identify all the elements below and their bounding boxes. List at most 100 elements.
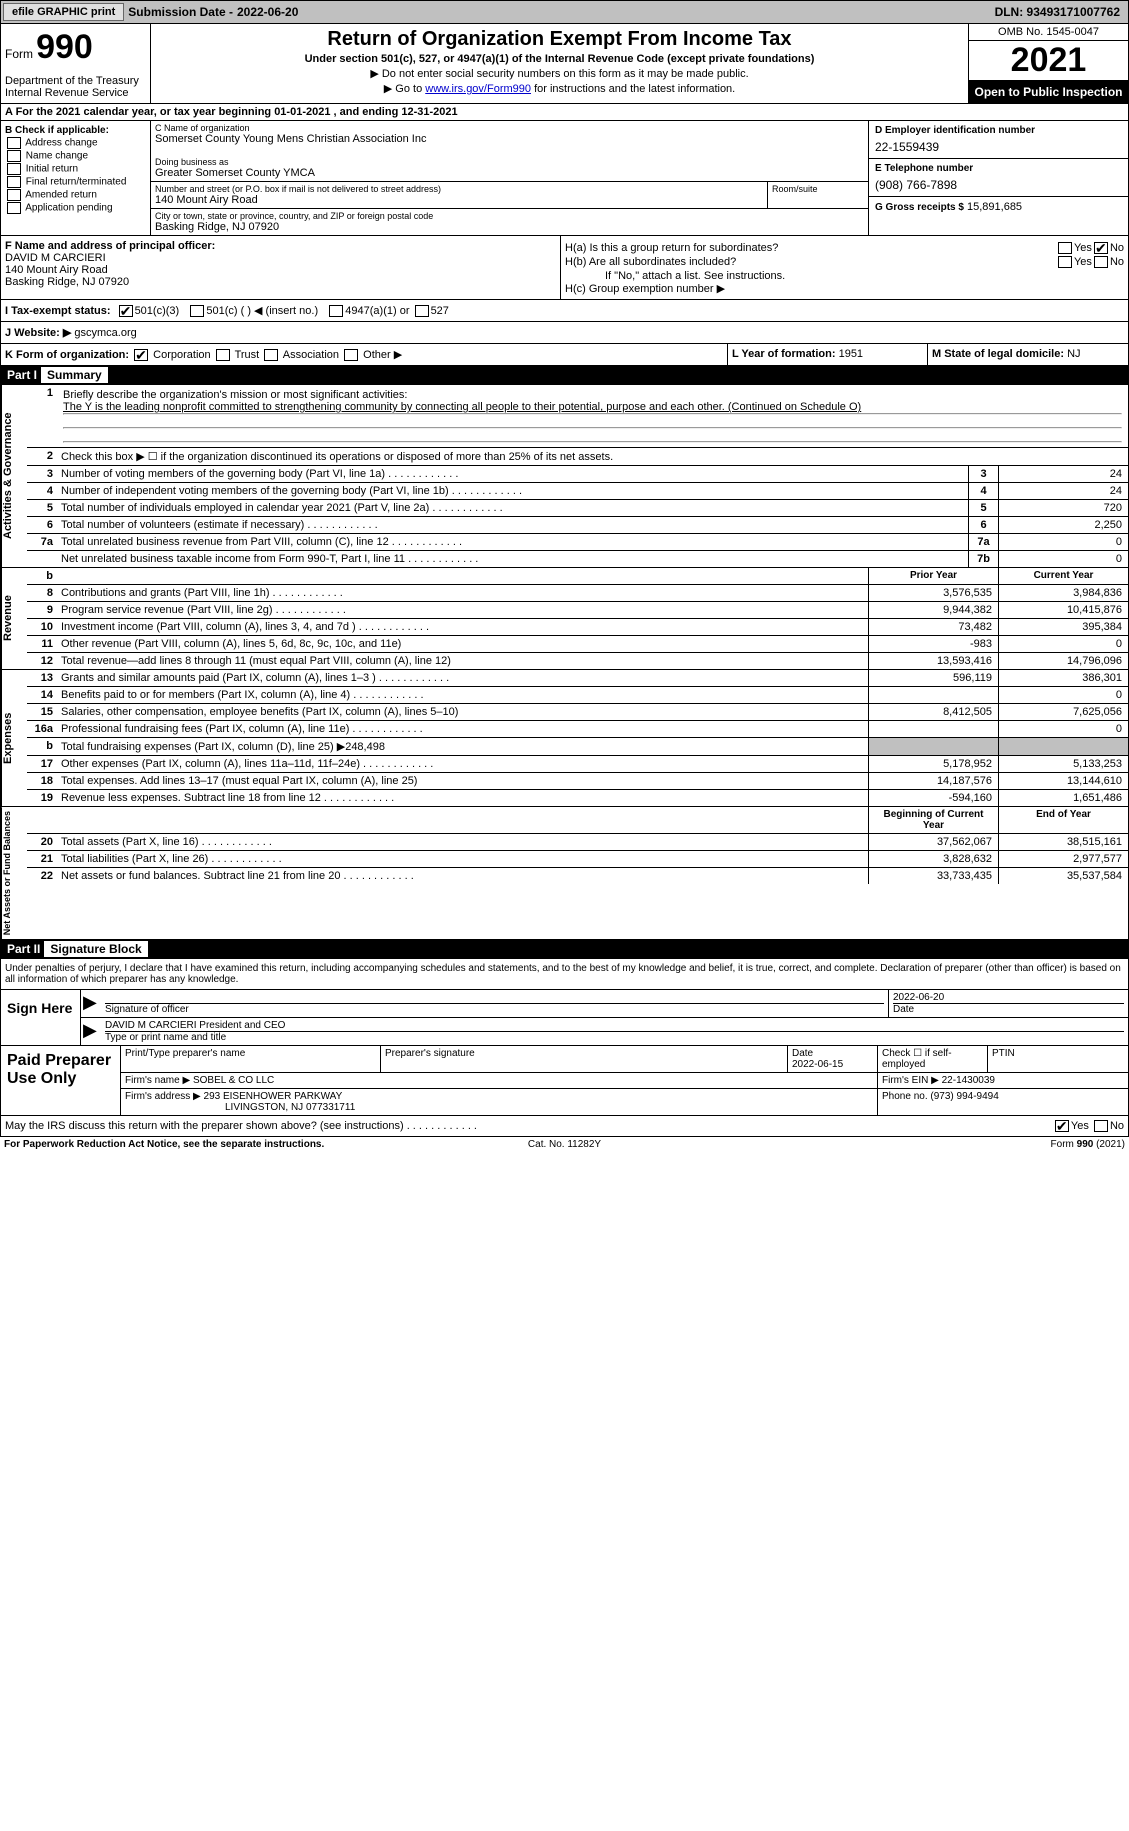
officer-addr2: Basking Ridge, NJ 07920 bbox=[5, 276, 129, 288]
dept-label: Department of the Treasury Internal Reve… bbox=[5, 75, 146, 99]
summary-activities: Activities & Governance 1Briefly describ… bbox=[0, 385, 1129, 568]
chk-501c[interactable] bbox=[190, 305, 204, 317]
form-subtitle: Under section 501(c), 527, or 4947(a)(1)… bbox=[159, 53, 960, 65]
hb-question: H(b) Are all subordinates included? bbox=[565, 256, 1056, 268]
dln: DLN: 93493171007762 bbox=[995, 5, 1126, 19]
part1-header: Part ISummary bbox=[0, 366, 1129, 385]
form-title: Return of Organization Exempt From Incom… bbox=[159, 28, 960, 51]
form-note1: ▶ Do not enter social security numbers o… bbox=[159, 67, 960, 80]
firm-phone: (973) 994-9494 bbox=[930, 1091, 998, 1102]
year-formation: 1951 bbox=[839, 348, 863, 360]
submission-label: Submission Date - bbox=[128, 5, 233, 19]
firm-addr2: LIVINGSTON, NJ 077331711 bbox=[225, 1102, 355, 1113]
form-header: Form 990 Department of the Treasury Inte… bbox=[0, 24, 1129, 104]
omb-number: OMB No. 1545-0047 bbox=[969, 24, 1128, 41]
mission: The Y is the leading nonprofit committed… bbox=[63, 401, 861, 413]
row-j: J Website: ▶ gscymca.org bbox=[0, 322, 1129, 344]
summary-revenue: Revenue bPrior YearCurrent Year 8Contrib… bbox=[0, 568, 1129, 670]
part2-header: Part IISignature Block bbox=[0, 940, 1129, 959]
chk-trust[interactable] bbox=[216, 349, 230, 361]
chk-app-pending[interactable]: Application pending bbox=[5, 202, 146, 214]
website: gscymca.org bbox=[74, 327, 136, 339]
paid-preparer-block: Paid Preparer Use Only Print/Type prepar… bbox=[0, 1046, 1129, 1116]
org-addr: 140 Mount Airy Road bbox=[155, 194, 763, 206]
firm-name: SOBEL & CO LLC bbox=[193, 1075, 274, 1086]
v7a: 0 bbox=[998, 534, 1128, 550]
tax-year: 2021 bbox=[969, 41, 1128, 81]
vtab-netassets: Net Assets or Fund Balances bbox=[1, 807, 27, 939]
ein: 22-1559439 bbox=[875, 140, 1122, 154]
vtab-expenses: Expenses bbox=[1, 670, 27, 806]
c-city-label: City or town, state or province, country… bbox=[155, 211, 864, 221]
summary-expenses: Expenses 13Grants and similar amounts pa… bbox=[0, 670, 1129, 807]
page-footer: For Paperwork Reduction Act Notice, see … bbox=[0, 1137, 1129, 1152]
chk-name-change[interactable]: Name change bbox=[5, 150, 146, 162]
v5: 720 bbox=[998, 500, 1128, 516]
c-addr-label: Number and street (or P.O. box if mail i… bbox=[155, 184, 763, 194]
arrow-icon: ▶ bbox=[81, 990, 101, 1017]
vtab-activities: Activities & Governance bbox=[1, 385, 27, 567]
vtab-revenue: Revenue bbox=[1, 568, 27, 669]
chk-assoc[interactable] bbox=[264, 349, 278, 361]
irs-link[interactable]: www.irs.gov/Form990 bbox=[425, 83, 531, 95]
efile-print-button[interactable]: efile GRAPHIC print bbox=[3, 3, 124, 21]
officer-addr1: 140 Mount Airy Road bbox=[5, 264, 108, 276]
irs-discuss-no[interactable] bbox=[1094, 1120, 1108, 1132]
hb-note: If "No," attach a list. See instructions… bbox=[565, 270, 1124, 282]
form-note2: ▶ Go to www.irs.gov/Form990 for instruct… bbox=[159, 82, 960, 95]
ha-no[interactable] bbox=[1094, 242, 1108, 254]
section-bcd: B Check if applicable: Address change Na… bbox=[0, 121, 1129, 236]
open-inspection: Open to Public Inspection bbox=[969, 81, 1128, 103]
officer-sig-name: DAVID M CARCIERI President and CEO bbox=[105, 1020, 285, 1031]
b-header: B Check if applicable: bbox=[5, 125, 109, 136]
room-suite-label: Room/suite bbox=[768, 182, 868, 208]
top-bar: efile GRAPHIC print Submission Date - 20… bbox=[0, 0, 1129, 24]
telephone: (908) 766-7898 bbox=[875, 178, 1122, 192]
gross-receipts: 15,891,685 bbox=[967, 201, 1022, 213]
hb-yes[interactable] bbox=[1058, 256, 1072, 268]
c-name-label: C Name of organization bbox=[155, 123, 864, 133]
v6: 2,250 bbox=[998, 517, 1128, 533]
chk-initial-return[interactable]: Initial return bbox=[5, 163, 146, 175]
chk-amended[interactable]: Amended return bbox=[5, 189, 146, 201]
d-ein-label: D Employer identification number bbox=[875, 125, 1122, 136]
org-dba: Greater Somerset County YMCA bbox=[155, 167, 864, 179]
form-number: 990 bbox=[36, 28, 93, 66]
hb-no[interactable] bbox=[1094, 256, 1108, 268]
c-dba-label: Doing business as bbox=[155, 157, 864, 167]
state-domicile: NJ bbox=[1067, 348, 1080, 360]
officer-name: DAVID M CARCIERI bbox=[5, 252, 106, 264]
v3: 24 bbox=[998, 466, 1128, 482]
v7b: 0 bbox=[998, 551, 1128, 567]
row-a: A For the 2021 calendar year, or tax yea… bbox=[0, 104, 1129, 121]
ha-yes[interactable] bbox=[1058, 242, 1072, 254]
form-label: Form bbox=[5, 47, 33, 61]
chk-other[interactable] bbox=[344, 349, 358, 361]
footer-question: May the IRS discuss this return with the… bbox=[0, 1116, 1129, 1137]
g-gross-label: G Gross receipts $ bbox=[875, 202, 964, 213]
org-name: Somerset County Young Mens Christian Ass… bbox=[155, 133, 864, 145]
submission-date: 2022-06-20 bbox=[237, 5, 298, 19]
f-label: F Name and address of principal officer: bbox=[5, 240, 215, 252]
ha-question: H(a) Is this a group return for subordin… bbox=[565, 242, 1056, 254]
firm-addr1: 293 EISENHOWER PARKWAY bbox=[204, 1091, 343, 1102]
irs-discuss-yes[interactable] bbox=[1055, 1120, 1069, 1132]
chk-4947[interactable] bbox=[329, 305, 343, 317]
chk-final-return[interactable]: Final return/terminated bbox=[5, 176, 146, 188]
sign-here-block: Sign Here ▶ Signature of officer 2022-06… bbox=[0, 990, 1129, 1046]
row-i: I Tax-exempt status: 501(c)(3) 501(c) ( … bbox=[0, 300, 1129, 322]
hc-question: H(c) Group exemption number ▶ bbox=[565, 282, 1124, 295]
row-k: K Form of organization: Corporation Trus… bbox=[0, 344, 1129, 366]
org-city: Basking Ridge, NJ 07920 bbox=[155, 221, 864, 233]
section-fh: F Name and address of principal officer:… bbox=[0, 236, 1129, 300]
chk-501c3[interactable] bbox=[119, 305, 133, 317]
chk-address-change[interactable]: Address change bbox=[5, 137, 146, 149]
chk-527[interactable] bbox=[415, 305, 429, 317]
v4: 24 bbox=[998, 483, 1128, 499]
signature-declaration: Under penalties of perjury, I declare th… bbox=[0, 959, 1129, 990]
summary-netassets: Net Assets or Fund Balances Beginning of… bbox=[0, 807, 1129, 940]
firm-ein: 22-1430039 bbox=[942, 1075, 995, 1086]
chk-corp[interactable] bbox=[134, 349, 148, 361]
arrow-icon: ▶ bbox=[81, 1018, 101, 1045]
e-tel-label: E Telephone number bbox=[875, 163, 1122, 174]
